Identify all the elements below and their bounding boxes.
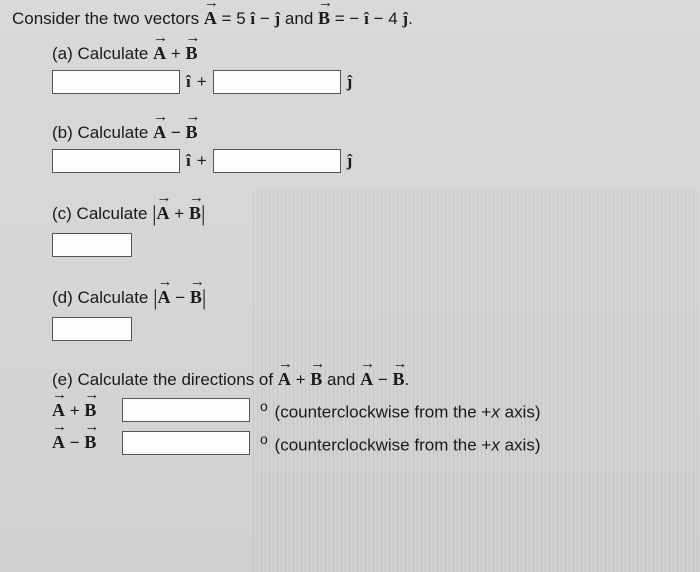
part-d-input[interactable] (52, 317, 132, 341)
part-d-label: (d) Calculate (52, 288, 153, 307)
problem-intro: Consider the two vectors A = 5 îî − ĵ an… (12, 8, 688, 29)
part-a: (a) Calculate A + B î + ĵ (52, 43, 688, 94)
part-a-i-input[interactable] (52, 70, 180, 94)
part-b: (b) Calculate A − B î + ĵ (52, 122, 688, 173)
degree-unit: o (counterclockwise from the +x axis) (260, 398, 541, 423)
part-a-j-input[interactable] (213, 70, 341, 94)
degree-unit-2: o (counterclockwise from the +x axis) (260, 431, 541, 456)
part-e: (e) Calculate the directions of A + B an… (52, 369, 688, 455)
part-e-plus-input[interactable] (122, 398, 250, 422)
part-d: (d) Calculate |A − B| (52, 285, 688, 341)
part-c: (c) Calculate |A + B| (52, 201, 688, 257)
part-b-j-input[interactable] (213, 149, 341, 173)
j-hat-label: ĵ (347, 72, 353, 92)
part-e-minus-input[interactable] (122, 431, 250, 455)
intro-text: Consider the two vectors (12, 9, 204, 28)
part-c-label: (c) Calculate (52, 204, 152, 223)
part-b-label: (b) Calculate (52, 123, 153, 142)
part-a-label: (a) Calculate (52, 44, 153, 63)
vector-A: A (204, 8, 217, 29)
i-hat-label: î (186, 72, 191, 92)
part-c-input[interactable] (52, 233, 132, 257)
part-b-i-input[interactable] (52, 149, 180, 173)
vector-B: B (318, 8, 330, 29)
